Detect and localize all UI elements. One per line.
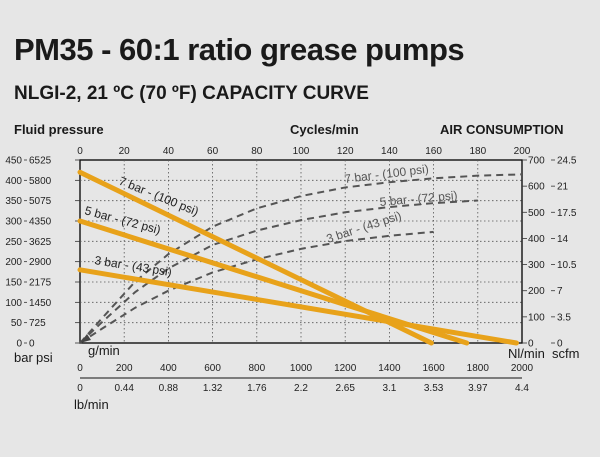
tick-label-cycles: 160 — [425, 146, 442, 157]
tick-label-g-min: 1600 — [422, 363, 445, 374]
tick-label-bar: 150 — [5, 278, 22, 289]
chart-title: PM35 - 60:1 ratio grease pumps — [14, 32, 465, 67]
air-series-label: 5 bar - (72 psi) — [379, 188, 458, 209]
tick-label-nl: 100 — [528, 312, 545, 323]
tick-label-g-min: 1800 — [467, 363, 490, 374]
tick-label-nl: 200 — [528, 286, 545, 297]
top-axis-label: Cycles/min — [290, 122, 359, 137]
right-axis-unit-scfm: scfm — [552, 346, 579, 361]
tick-label-psi: 725 — [29, 318, 46, 329]
tick-label-psi: 5075 — [29, 196, 52, 207]
tick-label-cycles: 0 — [77, 146, 83, 157]
tick-label-scfm: 14 — [557, 234, 569, 245]
tick-label-psi: 5800 — [29, 176, 52, 187]
tick-label-lb-min: 1.32 — [203, 383, 223, 394]
right-axis-unit-nl: Nl/min — [508, 346, 545, 361]
tick-label-nl: 600 — [528, 182, 545, 193]
chart-subtitle: NLGI-2, 21 ºC (70 ºF) CAPACITY CURVE — [14, 83, 369, 104]
tick-label-scfm: 21 — [557, 182, 569, 193]
left-axis-unit-psi: psi — [36, 350, 53, 365]
tick-label-bar: 100 — [5, 298, 22, 309]
tick-label-psi: 0 — [29, 339, 35, 350]
tick-label-psi: 1450 — [29, 298, 52, 309]
tick-label-bar: 250 — [5, 237, 22, 248]
tick-label-g-min: 800 — [248, 363, 265, 374]
tick-label-nl: 700 — [528, 156, 545, 167]
air-consumption-line — [79, 199, 478, 344]
tick-label-scfm: 0 — [557, 339, 563, 350]
tick-label-lb-min: 0 — [77, 383, 83, 394]
tick-label-g-min: 1400 — [378, 363, 401, 374]
tick-label-cycles: 100 — [293, 146, 310, 157]
air-consumption-line — [79, 173, 523, 344]
tick-label-lb-min: 4.4 — [515, 383, 529, 394]
tick-label-psi: 6525 — [29, 156, 52, 167]
tick-label-cycles: 140 — [381, 146, 398, 157]
air-consumption-line — [79, 230, 434, 344]
left-axis-label: Fluid pressure — [14, 122, 104, 137]
tick-label-psi: 3625 — [29, 237, 52, 248]
tick-label-cycles: 20 — [119, 146, 131, 157]
tick-label-bar: 450 — [5, 156, 22, 167]
tick-label-nl: 500 — [528, 208, 545, 219]
tick-label-bar: 0 — [16, 339, 22, 350]
tick-label-nl: 300 — [528, 260, 545, 271]
tick-label-scfm: 3.5 — [557, 312, 571, 323]
tick-label-cycles: 200 — [514, 146, 531, 157]
tick-label-g-min: 2000 — [511, 363, 534, 374]
bottom-axis-unit-g: g/min — [88, 343, 120, 358]
tick-label-scfm: 7 — [557, 286, 563, 297]
tick-label-cycles: 40 — [163, 146, 175, 157]
tick-label-cycles: 120 — [337, 146, 354, 157]
tick-label-lb-min: 0.88 — [159, 383, 179, 394]
tick-label-lb-min: 3.1 — [382, 383, 396, 394]
tick-label-lb-min: 2.65 — [335, 383, 355, 394]
tick-label-g-min: 1000 — [290, 363, 313, 374]
tick-label-nl: 0 — [528, 339, 534, 350]
fluid-pressure-line — [77, 267, 519, 346]
tick-label-cycles: 80 — [251, 146, 263, 157]
tick-label-lb-min: 3.97 — [468, 383, 488, 394]
right-axis-label: AIR CONSUMPTION — [440, 122, 564, 137]
tick-label-cycles: 60 — [207, 146, 219, 157]
tick-label-lb-min: 2.2 — [294, 383, 308, 394]
tick-label-psi: 4350 — [29, 217, 52, 228]
bottom-axis-unit-lb: lb/min — [74, 397, 109, 412]
tick-label-g-min: 600 — [204, 363, 221, 374]
air-series-label: 7 bar - (100 psi) — [344, 162, 430, 186]
tick-label-lb-min: 3.53 — [424, 383, 444, 394]
origin-marker — [80, 334, 91, 343]
tick-label-g-min: 1200 — [334, 363, 357, 374]
tick-label-psi: 2175 — [29, 278, 52, 289]
tick-label-bar: 200 — [5, 257, 22, 268]
tick-label-g-min: 400 — [160, 363, 177, 374]
tick-label-scfm: 10.5 — [557, 260, 577, 271]
tick-label-scfm: 17.5 — [557, 208, 577, 219]
tick-label-cycles: 180 — [469, 146, 486, 157]
tick-label-psi: 2900 — [29, 257, 52, 268]
tick-label-lb-min: 0.44 — [114, 383, 134, 394]
left-axis-unit-bar: bar — [14, 350, 33, 365]
tick-label-bar: 300 — [5, 217, 22, 228]
tick-label-bar: 400 — [5, 176, 22, 187]
tick-label-bar: 350 — [5, 196, 22, 207]
tick-label-g-min: 200 — [116, 363, 133, 374]
tick-label-scfm: 24.5 — [557, 156, 577, 167]
tick-label-g-min: 0 — [77, 363, 83, 374]
tick-label-nl: 400 — [528, 234, 545, 245]
tick-label-bar: 50 — [11, 318, 23, 329]
tick-label-lb-min: 1.76 — [247, 383, 267, 394]
